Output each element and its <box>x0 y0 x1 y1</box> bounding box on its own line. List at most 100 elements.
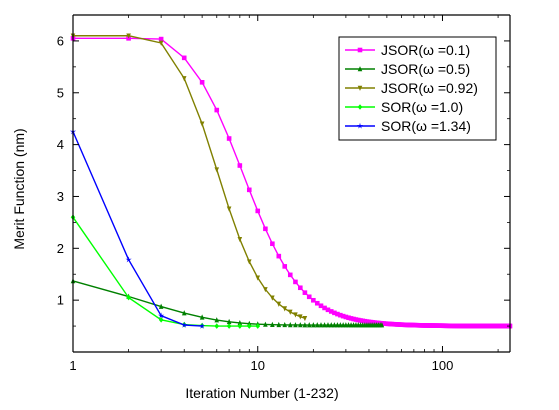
legend-item: SOR(ω =1.34) <box>345 118 471 134</box>
data-point <box>263 321 268 327</box>
data-point <box>332 322 337 328</box>
data-point <box>237 163 243 168</box>
data-point <box>311 322 316 328</box>
x-axis-label: Iteration Number (1-232) <box>185 385 338 401</box>
y-tick-label: 4 <box>57 137 64 152</box>
x-tick-label: 100 <box>432 358 454 373</box>
data-point <box>298 314 303 320</box>
y-tick-label: 5 <box>57 85 64 100</box>
data-point <box>158 312 165 319</box>
data-point <box>332 310 337 316</box>
data-point <box>379 322 385 328</box>
data-point <box>353 317 359 322</box>
data-point <box>318 303 324 309</box>
data-point <box>282 306 288 312</box>
data-point <box>328 322 334 328</box>
data-point <box>276 253 282 259</box>
data-point <box>181 310 187 316</box>
data-point <box>351 316 356 322</box>
legend-marker <box>357 66 363 72</box>
data-point <box>158 303 164 309</box>
data-point <box>255 275 261 281</box>
data-point <box>335 311 340 317</box>
data-point <box>318 322 324 328</box>
data-point <box>263 287 268 293</box>
data-point <box>237 323 243 329</box>
data-point <box>298 285 303 291</box>
series-4 <box>70 214 261 329</box>
data-point <box>214 317 220 323</box>
data-point <box>282 264 288 269</box>
data-point <box>214 167 220 173</box>
series-line <box>72 131 203 327</box>
data-point <box>246 323 252 329</box>
data-point <box>287 309 293 315</box>
data-point <box>199 80 205 85</box>
data-point <box>282 321 288 328</box>
data-point <box>226 136 232 141</box>
data-point <box>237 236 243 243</box>
y-tick-label: 2 <box>57 241 64 256</box>
legend-label: JSOR(ω =0.5) <box>381 61 470 77</box>
legend-marker <box>357 47 363 53</box>
data-point <box>158 40 164 46</box>
data-point <box>340 313 346 319</box>
legend-label: SOR(ω =1.0) <box>381 99 463 115</box>
x-tick-label: 1 <box>69 358 76 373</box>
data-point <box>322 322 327 328</box>
data-point <box>214 323 220 329</box>
data-point <box>276 301 282 307</box>
data-point <box>348 316 354 321</box>
data-point <box>311 297 316 303</box>
legend-label: JSOR(ω =0.92) <box>381 80 478 96</box>
data-point <box>346 315 351 321</box>
data-point <box>302 322 308 328</box>
series-3 <box>70 33 308 322</box>
data-point <box>226 318 232 325</box>
data-point <box>246 259 252 265</box>
data-point <box>302 315 308 322</box>
data-point <box>293 322 298 328</box>
data-point <box>325 307 331 313</box>
data-point <box>287 322 293 328</box>
data-point <box>255 323 261 329</box>
data-point <box>293 279 298 285</box>
legend-marker <box>356 122 364 129</box>
data-point <box>314 300 320 306</box>
legend-item: JSOR(ω =0.5) <box>345 61 470 77</box>
data-point <box>270 295 275 301</box>
data-point <box>306 322 312 328</box>
data-point <box>158 317 164 323</box>
data-point <box>335 322 340 328</box>
data-point <box>270 321 275 327</box>
data-point <box>237 320 243 326</box>
data-point <box>181 321 188 328</box>
legend-label: JSOR(ω =0.1) <box>381 42 470 58</box>
data-point <box>199 314 205 320</box>
x-tick-label: 10 <box>251 358 265 373</box>
data-point <box>338 312 343 318</box>
series-line <box>72 280 382 326</box>
data-point <box>343 314 349 320</box>
data-point <box>181 76 187 82</box>
data-point <box>126 33 131 39</box>
y-axis-label: Merit Function (nm) <box>11 128 27 249</box>
data-point <box>325 322 331 328</box>
legend-label: SOR(ω =1.34) <box>381 118 471 134</box>
data-point <box>226 323 232 329</box>
data-point <box>199 121 205 127</box>
data-point <box>246 187 252 193</box>
data-point <box>158 36 164 42</box>
data-point <box>198 322 206 329</box>
data-point <box>302 290 308 295</box>
data-point <box>214 107 220 113</box>
data-point <box>125 256 132 263</box>
series-line <box>72 216 258 327</box>
y-tick-label: 6 <box>57 33 64 48</box>
data-point <box>255 208 261 214</box>
data-point <box>328 309 334 314</box>
legend-item: SOR(ω =1.0) <box>345 99 463 115</box>
plot-area <box>69 33 513 329</box>
data-point <box>314 322 320 328</box>
